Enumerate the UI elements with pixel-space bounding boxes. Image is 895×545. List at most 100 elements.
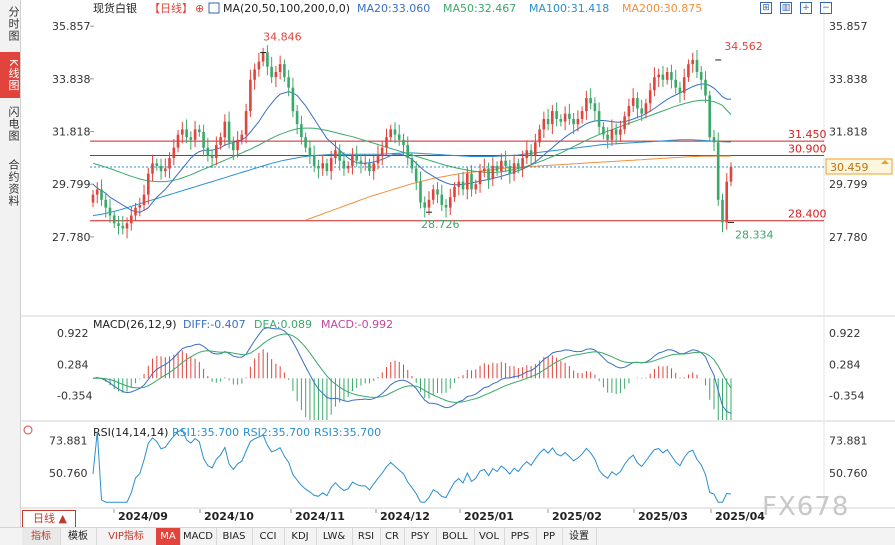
candle-body (142, 194, 146, 205)
toolbar-button-14[interactable]: PPS (504, 528, 537, 545)
candle-body (278, 64, 282, 72)
candle-body (406, 145, 409, 158)
toolbar-button-5[interactable]: BIAS (216, 528, 253, 545)
candle-body (172, 147, 176, 159)
candle-body (206, 147, 210, 156)
toolbar-button-11[interactable]: PSY (404, 528, 437, 545)
candle-body (636, 98, 639, 109)
candle-body (414, 168, 418, 182)
x-axis-label: 2024/11 (295, 510, 345, 523)
toolbar-button-15[interactable]: PP (536, 528, 563, 545)
candle-body (721, 199, 724, 223)
current-price-label: 30.459 (830, 161, 869, 174)
candle-body (631, 98, 635, 106)
candle-body (346, 165, 350, 169)
current-price-arrow (881, 159, 889, 164)
candle-body (325, 163, 329, 172)
candle-body (266, 52, 269, 67)
expand-icon[interactable]: ⊞ (760, 2, 772, 14)
sidebar-tab-kline[interactable]: K线图 (0, 52, 20, 98)
toolbar-button-3[interactable]: MA (156, 528, 181, 545)
candle-body (508, 165, 512, 174)
macd-tick-left: 0.284 (57, 358, 89, 371)
candle-body (95, 189, 99, 195)
toolbar-button-7[interactable]: KDJ (284, 528, 317, 545)
indicator-toolbar: 指标 模板 VIP指标 MA MACD BIAS CCI KDJ LW& RSI CR PSY BOLL… (0, 527, 895, 545)
candle-body (585, 98, 588, 112)
candle-body (682, 77, 686, 93)
candle-body (261, 52, 265, 62)
candle-body (657, 74, 660, 78)
macd-diff-line (92, 327, 732, 414)
candle-body (100, 189, 103, 200)
sidebar-tab-contract-info[interactable]: 合约资料 (7, 159, 20, 207)
sidebar-tab-flash[interactable]: 闪电图 (7, 106, 20, 142)
candle-body (223, 121, 227, 138)
candle-body (678, 87, 682, 93)
candle-body (227, 121, 231, 143)
rsi3-value: RSI3:35.700 (314, 426, 381, 439)
toolbar-button-10[interactable]: CR (380, 528, 405, 545)
candle-body (593, 103, 597, 112)
candle-body (402, 139, 405, 145)
candle-body (159, 165, 163, 172)
candle-body (712, 137, 716, 143)
rsi-tick-left: 73.881 (49, 434, 88, 447)
candle-body (117, 223, 120, 226)
candle-body (521, 158, 524, 169)
candle-body (534, 142, 537, 156)
candle-body (312, 155, 316, 166)
toolbar-button-13[interactable]: VOL (474, 528, 505, 545)
ma100-value: MA100:31.418 (529, 2, 609, 15)
candle-body (334, 150, 337, 159)
toolbar-button-6[interactable]: CCI (252, 528, 285, 545)
candle-body (568, 113, 571, 119)
candle-body (623, 116, 626, 130)
toolbar-button-0[interactable]: 指标 (22, 528, 61, 545)
candle-body (644, 103, 648, 114)
candle-body (240, 134, 244, 140)
toolbar-button-4[interactable]: MACD (180, 528, 217, 545)
level-label: 30.900 (788, 142, 827, 155)
toolbar-button-16[interactable]: 设置 (562, 528, 597, 545)
toolbar-button-1[interactable]: 模板 (60, 528, 97, 545)
candle-body (729, 167, 733, 182)
toolbar-button-9[interactable]: RSI (352, 528, 381, 545)
candle-body (538, 129, 541, 143)
x-axis-label: 2025/02 (552, 510, 602, 523)
candle-body (563, 113, 567, 122)
candle-body (691, 59, 694, 65)
zoom-in-icon[interactable]: + (800, 2, 812, 14)
rsi-tick-right: 73.881 (829, 434, 868, 447)
settings-icon: ⊕ (195, 2, 204, 15)
toolbar-button-2[interactable]: VIP指标 (96, 528, 157, 545)
candle-body (466, 173, 469, 190)
candle-body (483, 168, 486, 172)
candle-body (512, 163, 516, 174)
candle-body (674, 79, 677, 88)
candle-body (453, 186, 456, 198)
toolbar-button-12[interactable]: BOLL (436, 528, 475, 545)
candle-body (687, 64, 690, 78)
period-selector[interactable]: 日线 ▲ (22, 510, 76, 528)
price-tick-right: 33.838 (829, 73, 868, 86)
candle-body (108, 207, 112, 216)
candle-body (589, 98, 592, 104)
candle-body (597, 111, 601, 127)
candle-body (329, 158, 333, 172)
candle-body (151, 163, 154, 174)
zoom-out-icon[interactable]: − (820, 2, 832, 14)
candle-body (716, 142, 720, 200)
split-icon[interactable]: ▥ (780, 2, 792, 14)
extreme-label: 28.334 (735, 228, 774, 241)
candle-body (215, 145, 218, 158)
x-axis-label: 2025/03 (638, 510, 688, 523)
toolbar-button-8[interactable]: LW& (316, 528, 353, 545)
rsi2-value: RSI2:35.700 (243, 426, 310, 439)
candle-body (542, 119, 546, 130)
sidebar-tab-timeshare[interactable]: 分时图 (7, 6, 20, 42)
rsi-tick-right: 50.760 (829, 467, 868, 480)
candle-body (627, 105, 631, 117)
price-tick-right: 29.799 (829, 178, 868, 191)
rsi-label: RSI(14,14,14) (93, 426, 168, 439)
